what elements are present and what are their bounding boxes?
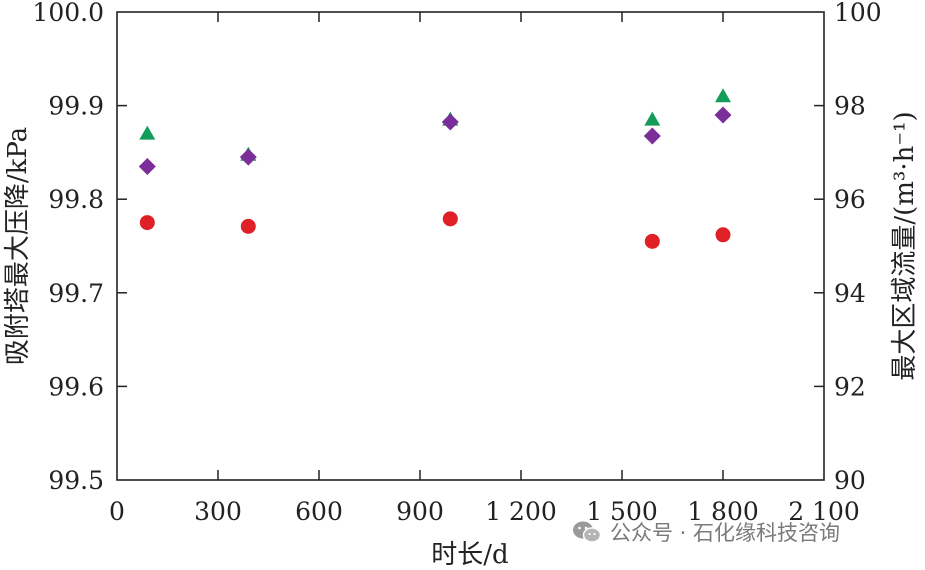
circle-point	[139, 215, 155, 231]
x-tick-label: 600	[295, 497, 343, 526]
circle-point	[644, 233, 660, 249]
y-right-tick-label: 92	[834, 372, 866, 401]
x-tick-label: 1 200	[485, 497, 557, 526]
y-right-tick-label: 100	[834, 0, 882, 27]
triangle-point	[644, 111, 661, 126]
y-left-tick-label: 99.6	[48, 372, 104, 401]
triangle-point	[715, 88, 731, 103]
y-right-tick-label: 90	[834, 466, 866, 495]
circle-point	[442, 211, 458, 227]
y-axis-left-title: 吸附塔最大压降/kPa	[3, 127, 33, 365]
circle-point	[240, 218, 256, 234]
y-axis-right-title: 最大区域流量/(m³·h⁻¹)	[890, 111, 920, 380]
x-tick-label: 900	[396, 497, 444, 526]
y-right-tick-label: 98	[834, 92, 866, 121]
diamond-point	[138, 157, 156, 175]
watermark-text: 公众号 · 石化缘科技咨询	[610, 521, 841, 545]
y-left-tick-label: 99.5	[48, 466, 104, 495]
diamond-point	[239, 148, 257, 166]
data-marks	[138, 88, 732, 249]
y-right-tick-label: 94	[834, 279, 866, 308]
wechat-icon	[573, 521, 602, 543]
diamond-point	[714, 106, 732, 124]
y-left-tick-label: 100.0	[32, 0, 104, 27]
diamond-point	[441, 113, 459, 131]
y-left-tick-label: 99.7	[48, 279, 104, 308]
y-left-tick-label: 99.8	[48, 185, 104, 214]
y-right-tick-label: 96	[834, 185, 866, 214]
x-tick-label: 0	[109, 497, 125, 526]
axis-tick-labels: 0 300 600 900 1 200 1 500 1 800 2 100 99.5 99.6 99…	[32, 0, 881, 526]
x-tick-label: 1 800	[687, 497, 759, 526]
x-tick-label: 1 500	[586, 497, 658, 526]
diamond-point	[643, 127, 661, 145]
x-tick-label: 2 100	[788, 497, 860, 526]
x-axis-title: 时长/d	[431, 540, 508, 570]
triangle-point	[139, 125, 156, 140]
x-tick-label: 300	[194, 497, 242, 526]
y-left-tick-label: 99.9	[48, 92, 104, 121]
axis-ticks	[117, 12, 824, 480]
watermark: 公众号 · 石化缘科技咨询	[572, 516, 840, 548]
circle-point	[715, 227, 731, 243]
plot-frame	[116, 11, 825, 481]
